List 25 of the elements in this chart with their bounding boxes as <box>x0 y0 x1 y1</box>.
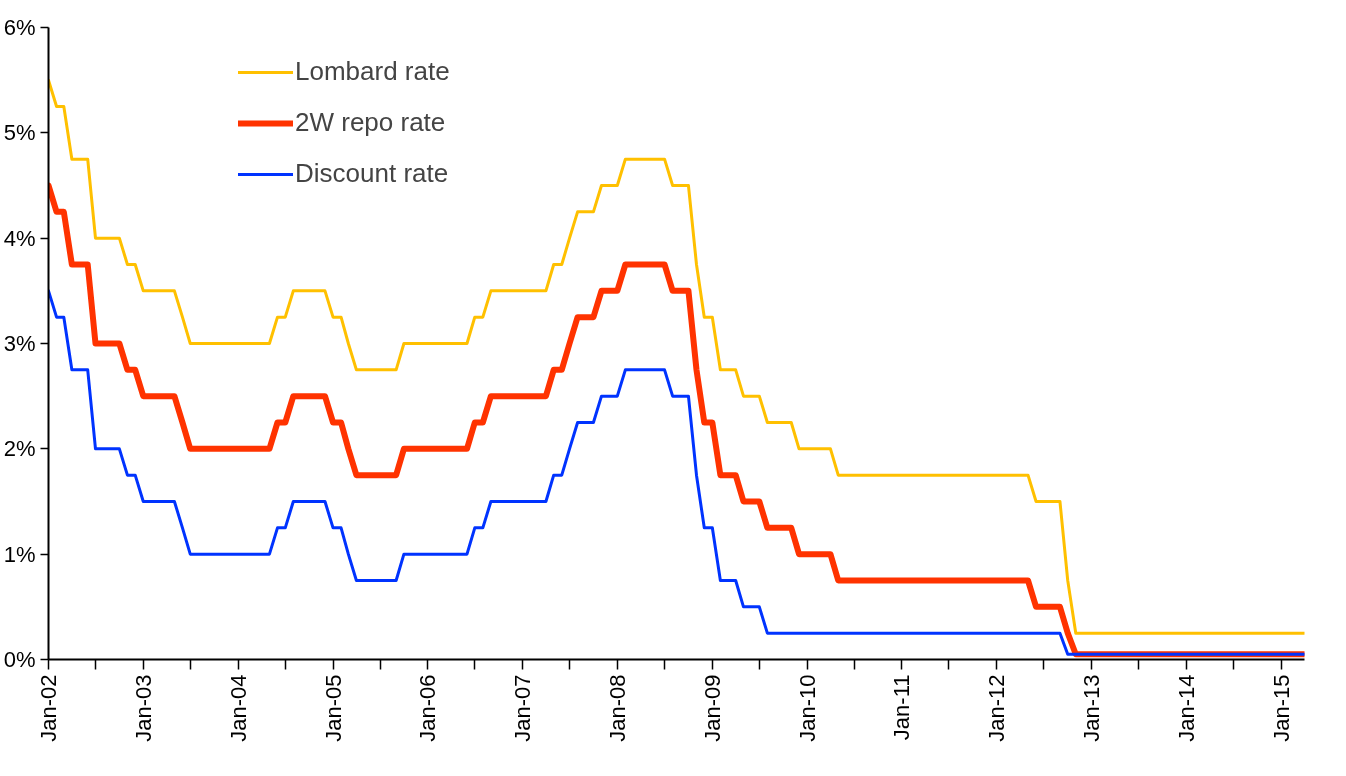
x-tick-label: Jan-04 <box>225 674 251 742</box>
x-tick-label: Jan-11 <box>889 674 915 741</box>
x-tick-label: Jan-02 <box>36 674 61 742</box>
legend-label: 2W repo rate <box>295 107 446 138</box>
y-tick-label: 6% <box>3 15 36 40</box>
x-tick-label: Jan-12 <box>984 674 1010 742</box>
x-tick-label: Jan-05 <box>320 674 346 742</box>
x-tick-label: Jan-07 <box>510 674 536 742</box>
y-tick-label: 2% <box>3 436 36 462</box>
x-tick-label: Jan-14 <box>1173 674 1199 742</box>
x-tick-label: Jan-10 <box>794 674 820 742</box>
y-tick-label: 1% <box>3 541 36 567</box>
legend-label: Discount rate <box>295 158 449 189</box>
x-tick-label: Jan-03 <box>130 674 156 742</box>
x-tick-label: Jan-06 <box>415 674 441 742</box>
y-tick-label: 4% <box>3 225 36 251</box>
y-tick-label: 5% <box>3 120 36 146</box>
x-tick-label: Jan-13 <box>1079 674 1105 742</box>
x-tick-label: Jan-15 <box>1268 674 1294 742</box>
y-tick-label: 3% <box>3 331 36 356</box>
y-tick-label: 0% <box>3 647 36 672</box>
line-series <box>48 289 1305 656</box>
x-tick-label: Jan-09 <box>699 674 725 742</box>
legend-label: Lombard rate <box>295 56 450 87</box>
x-tick-label: Jan-08 <box>604 674 630 742</box>
